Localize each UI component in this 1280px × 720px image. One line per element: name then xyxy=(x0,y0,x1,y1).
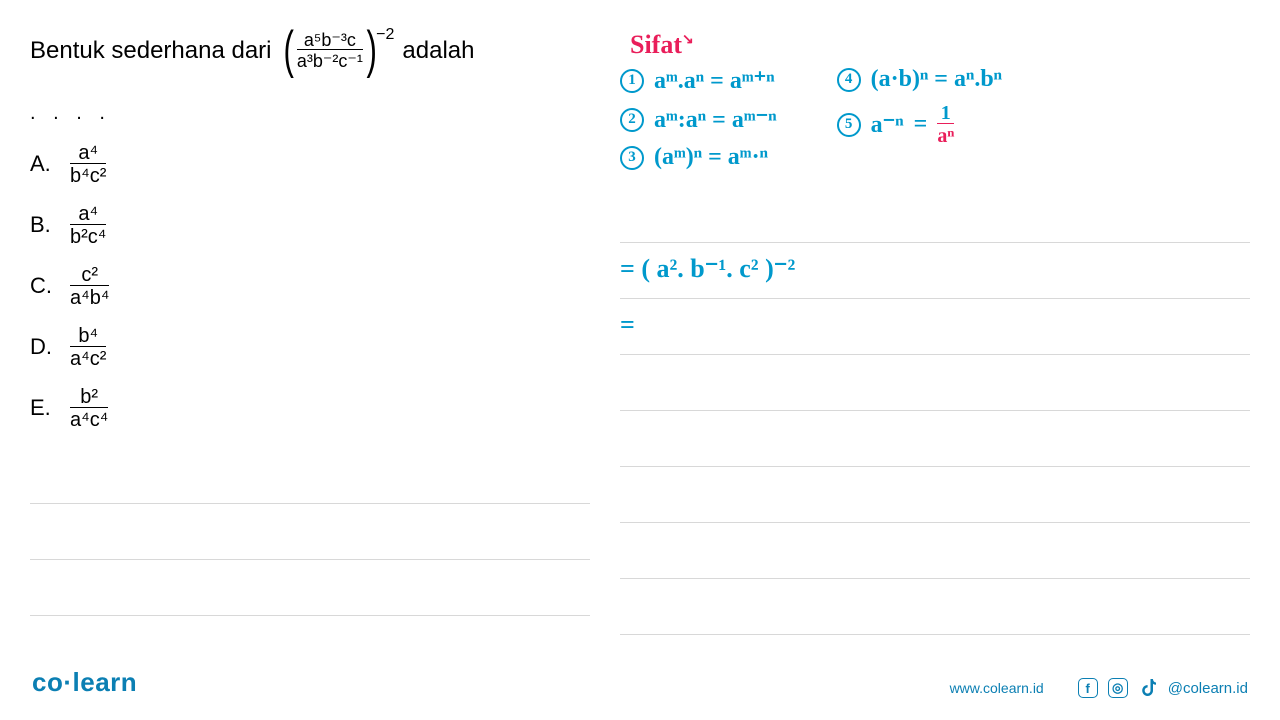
rule-number-3: 3 xyxy=(620,146,644,170)
question-panel: Bentuk sederhana dari ( a⁵b⁻³c a³b⁻²c⁻¹ … xyxy=(30,30,590,654)
option-b-label: B. xyxy=(30,212,70,238)
opt-c-num: c² xyxy=(81,265,98,285)
rule-2-text: aᵐ:aⁿ = aᵐ⁻ⁿ xyxy=(654,105,777,134)
opt-a-num: a⁴ xyxy=(78,143,98,163)
rule-5-eq: = xyxy=(914,111,928,138)
sifat-text: Sifat xyxy=(630,30,682,59)
working-line-blank xyxy=(620,467,1250,523)
main-fraction: a⁵b⁻³c a³b⁻²c⁻¹ xyxy=(297,31,363,70)
rule-3: 3 (aᵐ)ⁿ = aᵐ·ⁿ xyxy=(620,144,777,171)
tiktok-icon[interactable] xyxy=(1138,678,1158,698)
option-b[interactable]: B. a⁴ b²c⁴ xyxy=(30,204,590,247)
opt-c-den: a⁴b⁴ xyxy=(70,285,109,308)
working-line-blank xyxy=(620,355,1250,411)
main-denominator: a³b⁻²c⁻¹ xyxy=(297,49,363,70)
option-c[interactable]: C. c² a⁴b⁴ xyxy=(30,265,590,308)
page-root: Bentuk sederhana dari ( a⁵b⁻³c a³b⁻²c⁻¹ … xyxy=(0,0,1280,720)
working-line-sep xyxy=(620,187,1250,243)
answer-dots: . . . . xyxy=(30,102,590,125)
brand-logo[interactable]: co·learn xyxy=(32,667,137,698)
rule-5-lhs: a⁻ⁿ xyxy=(871,110,904,139)
rule-5: 5 a⁻ⁿ = 1 aⁿ xyxy=(837,103,1002,146)
question-prefix: Bentuk sederhana dari xyxy=(30,37,272,65)
rule-5-num: 1 xyxy=(941,103,951,123)
social-handle[interactable]: @colearn.id xyxy=(1168,680,1248,697)
footer: co·learn www.colearn.id f ◎ @colearn.id xyxy=(30,654,1250,700)
left-notebook-lines xyxy=(30,448,590,616)
solution-panel: Sifat↘ 1 aᵐ.aⁿ = aᵐ⁺ⁿ 2 aᵐ:aⁿ = aᵐ⁻ⁿ 3 (… xyxy=(590,30,1250,654)
rule-number-4: 4 xyxy=(837,68,861,92)
content-row: Bentuk sederhana dari ( a⁵b⁻³c a³b⁻²c⁻¹ … xyxy=(30,30,1250,654)
left-paren: ( xyxy=(283,30,293,72)
right-paren: ) xyxy=(366,30,376,72)
working-line-2: = xyxy=(620,299,1250,355)
rule-5-den: aⁿ xyxy=(937,123,954,146)
rule-5-fraction: 1 aⁿ xyxy=(937,103,954,146)
main-numerator: a⁵b⁻³c xyxy=(304,31,356,49)
option-a-fraction: a⁴ b⁴c² xyxy=(70,143,106,186)
rule-2: 2 aᵐ:aⁿ = aᵐ⁻ⁿ xyxy=(620,105,777,134)
logo-right: learn xyxy=(73,667,138,697)
working-line-1: = ( a². b⁻¹. c² )⁻² xyxy=(620,243,1250,299)
option-a[interactable]: A. a⁴ b⁴c² xyxy=(30,143,590,186)
rule-3-text: (aᵐ)ⁿ = aᵐ·ⁿ xyxy=(654,144,768,171)
rule-number-1: 1 xyxy=(620,69,644,93)
options-list: A. a⁴ b⁴c² B. a⁴ b²c⁴ C. c² xyxy=(30,143,590,430)
blank-line xyxy=(30,448,590,504)
option-e-fraction: b² a⁴c⁴ xyxy=(70,387,108,430)
working-line-blank xyxy=(620,579,1250,635)
option-e-label: E. xyxy=(30,395,70,421)
facebook-icon[interactable]: f xyxy=(1078,678,1098,698)
outer-exponent: −2 xyxy=(376,26,394,44)
main-expression: ( a⁵b⁻³c a³b⁻²c⁻¹ ) −2 xyxy=(280,30,395,72)
blank-line xyxy=(30,560,590,616)
rules-col-left: 1 aᵐ.aⁿ = aᵐ⁺ⁿ 2 aᵐ:aⁿ = aᵐ⁻ⁿ 3 (aᵐ)ⁿ = … xyxy=(620,66,777,171)
working-line-blank xyxy=(620,523,1250,579)
option-e[interactable]: E. b² a⁴c⁴ xyxy=(30,387,590,430)
option-d-fraction: b⁴ a⁴c² xyxy=(70,326,106,369)
rule-4: 4 (a·b)ⁿ = aⁿ.bⁿ xyxy=(837,66,1002,93)
rule-1: 1 aᵐ.aⁿ = aᵐ⁺ⁿ xyxy=(620,66,777,95)
option-c-label: C. xyxy=(30,273,70,299)
opt-d-den: a⁴c² xyxy=(70,346,106,369)
option-d[interactable]: D. b⁴ a⁴c² xyxy=(30,326,590,369)
option-c-fraction: c² a⁴b⁴ xyxy=(70,265,109,308)
work-step-1: = ( a². b⁻¹. c² )⁻² xyxy=(620,254,795,284)
option-d-label: D. xyxy=(30,334,70,360)
opt-e-den: a⁴c⁴ xyxy=(70,407,108,430)
sifat-arrow-icon: ↘ xyxy=(682,32,694,47)
opt-b-den: b²c⁴ xyxy=(70,224,106,247)
opt-e-num: b² xyxy=(80,387,98,407)
instagram-icon[interactable]: ◎ xyxy=(1108,678,1128,698)
rule-1-text: aᵐ.aⁿ = aᵐ⁺ⁿ xyxy=(654,66,775,95)
opt-d-num: b⁴ xyxy=(78,326,98,346)
question-text: Bentuk sederhana dari ( a⁵b⁻³c a³b⁻²c⁻¹ … xyxy=(30,30,590,72)
option-a-label: A. xyxy=(30,151,70,177)
rules-col-right: 4 (a·b)ⁿ = aⁿ.bⁿ 5 a⁻ⁿ = 1 aⁿ xyxy=(837,66,1002,171)
working-lines: = ( a². b⁻¹. c² )⁻² = xyxy=(620,187,1250,635)
website-url[interactable]: www.colearn.id xyxy=(950,680,1044,696)
option-b-fraction: a⁴ b²c⁴ xyxy=(70,204,106,247)
working-line-blank xyxy=(620,411,1250,467)
opt-a-den: b⁴c² xyxy=(70,163,106,186)
opt-b-num: a⁴ xyxy=(78,204,98,224)
rule-4-text: (a·b)ⁿ = aⁿ.bⁿ xyxy=(871,66,1002,93)
work-step-2: = xyxy=(620,310,635,340)
rule-number-2: 2 xyxy=(620,108,644,132)
logo-left: co xyxy=(32,667,63,697)
blank-line xyxy=(30,504,590,560)
exponent-rules: 1 aᵐ.aⁿ = aᵐ⁺ⁿ 2 aᵐ:aⁿ = aᵐ⁻ⁿ 3 (aᵐ)ⁿ = … xyxy=(620,66,1250,171)
question-suffix: adalah xyxy=(402,37,474,65)
sifat-heading: Sifat↘ xyxy=(630,30,1250,60)
rule-number-5: 5 xyxy=(837,113,861,137)
social-links: www.colearn.id f ◎ @colearn.id xyxy=(950,678,1248,698)
logo-dot-icon: · xyxy=(63,667,72,697)
